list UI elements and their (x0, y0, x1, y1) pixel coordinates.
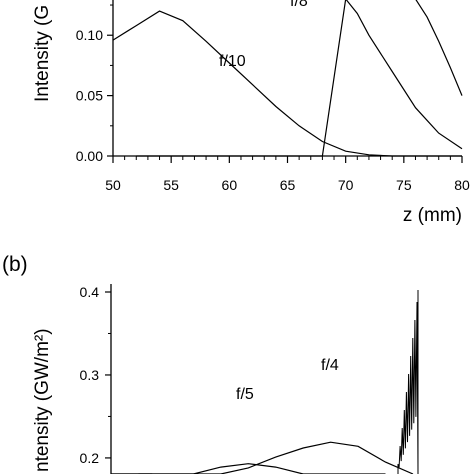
panel-b-oscillation-line (397, 301, 419, 474)
curve-label-f4: f/4 (321, 357, 339, 374)
panel-a-series-0-line (112, 10, 462, 157)
panel-a: Intensity (G 50 55 60 65 70 75 800.000.050.10 … (32, 0, 470, 226)
panel-b-y-tick-label: 0.4 (80, 284, 100, 300)
curve-label-f5: f/5 (236, 386, 254, 403)
curve-label-f10: f/10 (219, 53, 246, 70)
panel-a-y-tick-label: 0.10 (76, 27, 103, 43)
panel-b-ylabel: ntensity (GW/m²) (32, 328, 53, 472)
panel-a-y-tick-label: 0.05 (76, 88, 103, 104)
curve-label-f8: f/8 (290, 0, 308, 10)
panel-b-y-tick-label: 0.3 (80, 367, 100, 383)
panel-b: (b) ntensity (GW/m²) 0.2 0.3 0.4 f/5 f/4 (2, 253, 419, 474)
panel-b-y-tick-label: 0.2 (80, 450, 100, 466)
panel-b-series-0-line (111, 463, 386, 474)
panel-a-series-2-line (415, 0, 463, 96)
panel-b-curves (111, 301, 419, 474)
panel-a-curves (112, 0, 463, 157)
panel-b-series-1-line (138, 441, 414, 474)
panel-a-x-tick-label: 60 (222, 177, 238, 193)
panel-a-ylabel: Intensity (G (32, 5, 53, 102)
panel-a-x-tick-label: 75 (396, 177, 412, 193)
panel-a-ticks: 50 55 60 65 70 75 80 0.00 0.05 0.10 (76, 4, 470, 193)
panel-a-x-tick-label: 50 (105, 177, 121, 193)
panel-a-x-tick-label: 65 (280, 177, 296, 193)
panel-b-label: (b) (2, 253, 28, 276)
panel-a-y-tick-label: 0.00 (76, 148, 103, 164)
panel-a-x-tick-label: 55 (163, 177, 179, 193)
panel-a-x-tick-label: 80 (454, 177, 470, 193)
panel-b-ticks: 0.2 0.3 0.4 (80, 284, 111, 466)
panel-a-xlabel: z (mm) (403, 205, 462, 226)
panel-a-x-tick-label: 70 (338, 177, 354, 193)
